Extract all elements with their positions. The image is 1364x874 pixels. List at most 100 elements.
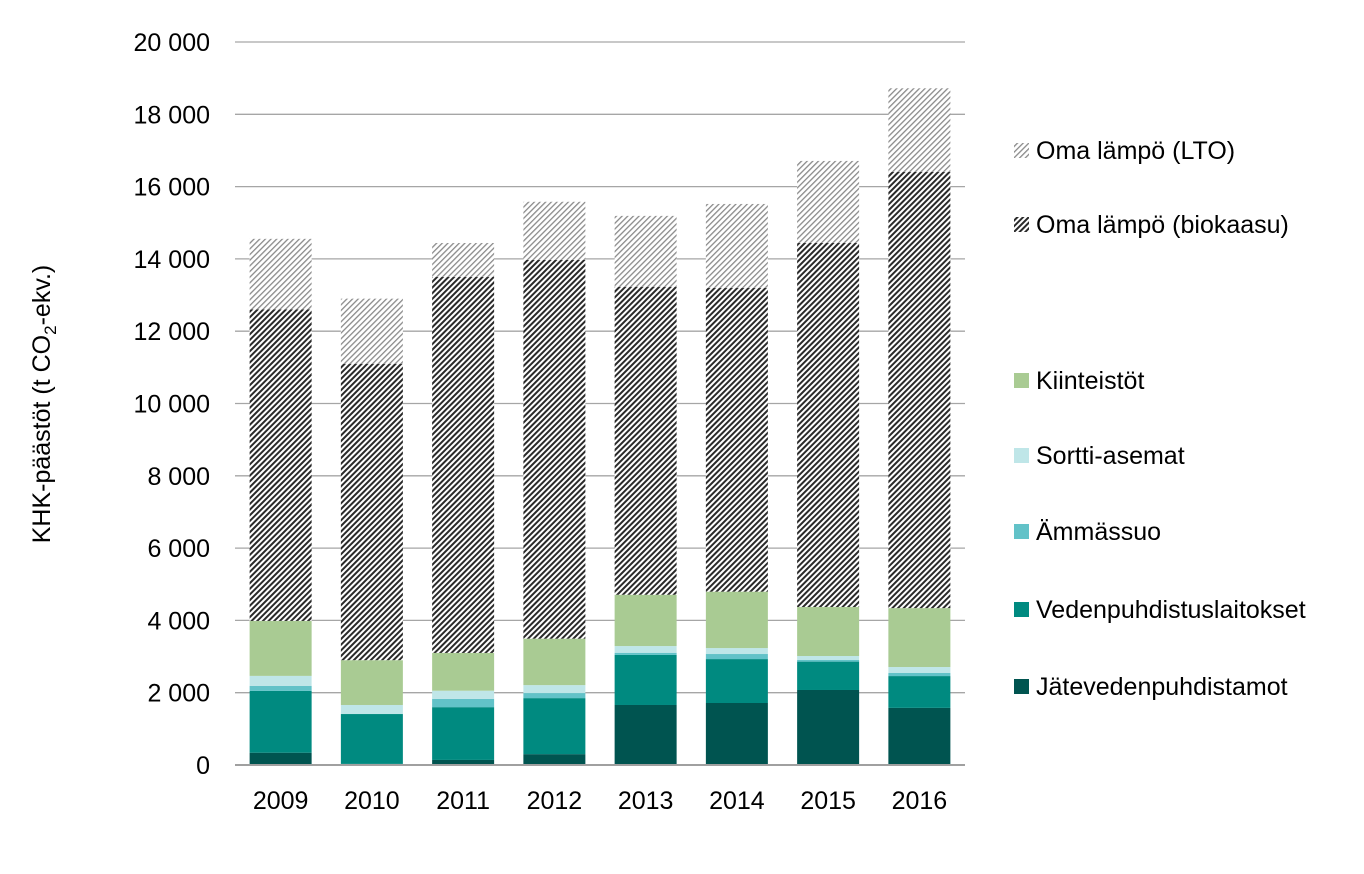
- bar-segment: [614, 286, 677, 595]
- legend-swatch: [1014, 602, 1029, 617]
- legend-label: Kiinteistöt: [1036, 367, 1144, 395]
- bar-segment: [888, 676, 951, 708]
- bar-segment: [249, 690, 312, 753]
- y-axis-label-main: KHK-päästöt (t CO: [28, 335, 56, 543]
- legend-label: Jätevedenpuhdistamot: [1036, 673, 1288, 701]
- bars: [249, 88, 951, 765]
- bar-segment: [432, 759, 495, 765]
- bar-segment: [614, 654, 677, 705]
- bar-stack-2013: [614, 215, 677, 765]
- x-tick-label: 2016: [892, 787, 948, 815]
- bar-segment: [614, 652, 677, 655]
- x-tick-label: 2010: [344, 787, 400, 815]
- y-tick-label: 0: [196, 752, 210, 780]
- bar-segment: [523, 259, 586, 639]
- y-tick-label: 6 000: [147, 535, 210, 563]
- bar-stack-2009: [249, 238, 312, 765]
- legend-swatch: [1014, 448, 1029, 463]
- legend-label: Oma lämpö (biokaasu): [1036, 211, 1289, 239]
- legend-item: Oma lämpö (biokaasu): [1014, 211, 1289, 239]
- bar-segment: [249, 752, 312, 765]
- y-axis-tick-labels: 0 2 000 4 000 6 000 8 000 10 000 12 000 14 000 1…: [134, 29, 210, 780]
- bar-segment: [249, 309, 312, 621]
- x-tick-label: 2009: [253, 787, 309, 815]
- bar-segment: [432, 698, 495, 708]
- x-tick-label: 2013: [618, 787, 674, 815]
- legend: Jätevedenpuhdistamot Vedenpuhdistuslaitok…: [1014, 137, 1306, 701]
- x-tick-label: 2012: [527, 787, 583, 815]
- y-axis-label-tail: -ekv.): [28, 265, 56, 326]
- x-axis-tick-labels: 2009 2010 2011 2012 2013 2014 2015 2016: [253, 787, 947, 815]
- bar-segment: [797, 656, 860, 660]
- x-tick-label: 2014: [709, 787, 765, 815]
- bar-segment: [249, 685, 312, 691]
- bar-segment: [797, 242, 860, 608]
- bar-segment: [340, 660, 403, 705]
- bar-segment: [705, 287, 768, 592]
- legend-item: Kiinteistöt: [1014, 367, 1144, 395]
- bar-segment: [888, 88, 951, 172]
- bar-segment: [888, 667, 951, 673]
- bar-segment: [705, 203, 768, 288]
- y-tick-label: 4 000: [147, 607, 210, 635]
- y-tick-label: 2 000: [147, 680, 210, 708]
- bar-segment: [888, 171, 951, 609]
- y-tick-label: 18 000: [134, 101, 210, 129]
- legend-label: Sortti-asemat: [1036, 442, 1185, 470]
- legend-item: Jätevedenpuhdistamot: [1014, 673, 1288, 701]
- bar-segment: [705, 648, 768, 655]
- bar-stack-2010: [340, 298, 403, 765]
- bar-segment: [705, 659, 768, 704]
- bar-segment: [614, 215, 677, 287]
- bar-segment: [705, 591, 768, 649]
- y-tick-label: 10 000: [134, 391, 210, 419]
- bar-stack-2015: [797, 160, 860, 765]
- bar-segment: [249, 620, 312, 676]
- bar-segment: [432, 242, 495, 277]
- bar-stack-2016: [888, 88, 951, 765]
- x-tick-label: 2015: [800, 787, 856, 815]
- bar-segment: [888, 707, 951, 765]
- bar-stack-2011: [432, 242, 495, 765]
- legend-label: Oma lämpö (LTO): [1036, 137, 1235, 165]
- bar-segment: [797, 689, 860, 765]
- y-tick-label: 12 000: [134, 318, 210, 346]
- legend-swatch: [1014, 524, 1029, 539]
- bar-segment: [523, 201, 586, 260]
- bar-segment: [705, 654, 768, 660]
- bar-segment: [340, 298, 403, 364]
- bar-segment: [340, 363, 403, 661]
- bar-segment: [797, 607, 860, 657]
- bar-segment: [888, 672, 951, 677]
- bar-segment: [432, 690, 495, 699]
- bar-segment: [340, 704, 403, 715]
- bar-segment: [523, 754, 586, 765]
- bar-segment: [249, 675, 312, 686]
- legend-swatch: [1014, 373, 1029, 388]
- bar-segment: [705, 703, 768, 765]
- legend-item: Oma lämpö (LTO): [1014, 137, 1235, 165]
- bar-segment: [340, 714, 403, 764]
- bar-stack-2014: [705, 203, 768, 765]
- legend-swatch: [1014, 217, 1029, 232]
- legend-label: Vedenpuhdistuslaitokset: [1036, 596, 1306, 624]
- bar-segment: [614, 646, 677, 653]
- legend-swatch: [1014, 679, 1029, 694]
- legend-item: Sortti-asemat: [1014, 442, 1185, 470]
- y-tick-label: 16 000: [134, 174, 210, 202]
- x-tick-label: 2011: [436, 787, 490, 815]
- legend-swatch: [1014, 143, 1029, 158]
- bar-segment: [523, 698, 586, 755]
- y-axis-label-subscript: 2: [41, 325, 60, 334]
- bar-segment: [523, 693, 586, 699]
- bar-segment: [432, 707, 495, 760]
- legend-item: Ämmässuo: [1014, 518, 1161, 546]
- y-axis-label: KHK-päästöt (t CO2-ekv.): [28, 265, 60, 544]
- bar-segment: [614, 594, 677, 647]
- bar-segment: [797, 661, 860, 690]
- bar-segment: [432, 276, 495, 653]
- bar-segment: [614, 704, 677, 765]
- bar-segment: [523, 685, 586, 694]
- legend-label: Ämmässuo: [1036, 518, 1161, 546]
